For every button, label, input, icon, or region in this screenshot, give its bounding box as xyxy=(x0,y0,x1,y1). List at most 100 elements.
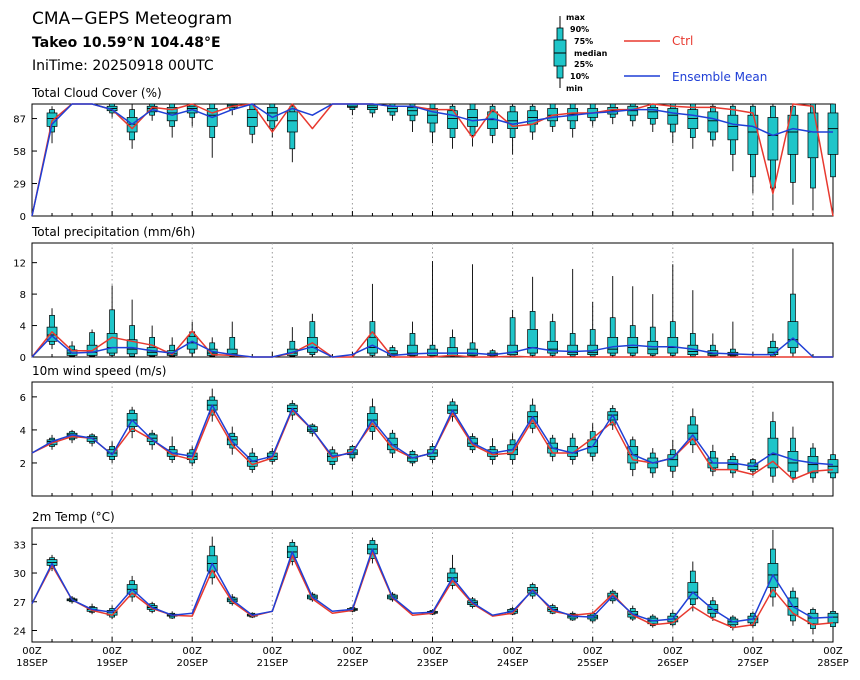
precip-box xyxy=(627,286,639,357)
cloud-box xyxy=(607,103,619,125)
x-hour-label: 00Z xyxy=(423,646,443,657)
cloud-box-inner xyxy=(467,109,478,127)
x-hour-label: 00Z xyxy=(503,646,523,657)
wind-box xyxy=(166,436,178,463)
cloud-box xyxy=(667,103,679,144)
precip-y-tick-label: 12 xyxy=(13,259,26,270)
temp-panel-frame xyxy=(31,527,834,643)
precip-box-outer xyxy=(109,309,115,356)
precip-box-outer xyxy=(229,336,236,357)
wind-panel-title: 10m wind speed (m/s) xyxy=(32,364,166,378)
x-date-label: 21SEP xyxy=(257,658,288,669)
precip-y-tick-label: 8 xyxy=(20,290,26,301)
precip-y-tick-label: 0 xyxy=(20,353,26,364)
cloud-box-inner xyxy=(507,111,518,129)
precip-box xyxy=(507,309,518,357)
cloud-box-inner xyxy=(286,111,298,133)
wind-box xyxy=(86,433,98,447)
precip-box xyxy=(226,321,238,357)
precip-box-outer xyxy=(589,329,596,357)
precip-box xyxy=(46,308,58,350)
cloud-box xyxy=(647,103,659,132)
precip-box xyxy=(587,301,599,357)
precip-box xyxy=(527,276,538,357)
cloud-box xyxy=(567,103,579,138)
wind-box xyxy=(727,453,739,478)
x-hour-label: 00Z xyxy=(263,646,283,657)
precip-box-outer xyxy=(609,317,616,356)
precip-box xyxy=(307,313,318,357)
precip-box-outer xyxy=(89,332,95,357)
cloud-box-inner xyxy=(827,112,839,155)
cloud-box xyxy=(266,103,278,138)
precip-box-outer xyxy=(569,333,576,357)
cloud-box xyxy=(286,104,298,163)
cloud-box xyxy=(687,103,699,149)
precip-box xyxy=(467,264,478,357)
x-hour-label: 00Z xyxy=(182,646,202,657)
precip-box xyxy=(647,294,659,357)
precip-box-inner xyxy=(607,336,619,354)
legend-ctrl-label: Ctrl xyxy=(672,34,693,48)
cloud-box xyxy=(407,103,418,132)
cloud-box-inner xyxy=(787,114,799,155)
panels: Total Cloud Cover (%) 0 29 58 87 Total precip… xyxy=(13,86,839,643)
wind-box xyxy=(527,398,538,434)
cloud-box xyxy=(126,104,138,149)
cloud-box xyxy=(767,104,779,211)
wind-box xyxy=(106,441,118,463)
init-time-label: IniTime: 20250918 00UTC xyxy=(32,58,214,74)
cloud-box-inner xyxy=(747,114,759,155)
precip-box xyxy=(186,321,198,356)
x-date-label: 28SEP xyxy=(817,658,848,669)
precip-box xyxy=(547,313,559,357)
precip-box-inner xyxy=(407,344,418,356)
cloud-ctrl-line xyxy=(31,103,834,217)
x-hour-label: 00Z xyxy=(343,646,363,657)
cloud-box-inner xyxy=(266,107,278,122)
location-label: Takeo 10.59°N 104.48°E xyxy=(32,35,221,51)
wind-box xyxy=(707,444,719,477)
x-date-label: 19SEP xyxy=(96,658,127,669)
wind-box-inner xyxy=(667,454,679,467)
precip-box-outer xyxy=(549,321,556,356)
precip-box-inner xyxy=(447,347,458,356)
cloud-box xyxy=(807,103,819,211)
x-date-label: 26SEP xyxy=(657,658,688,669)
wind-box xyxy=(367,398,378,440)
temp-box xyxy=(807,607,819,635)
cloud-box xyxy=(186,103,198,127)
wind-box xyxy=(787,426,799,483)
cloud-box-inner xyxy=(667,108,679,125)
x-hour-label: 00Z xyxy=(743,646,763,657)
cloud-box xyxy=(246,103,258,144)
precip-box-inner xyxy=(787,321,799,348)
x-hour-label: 00Z xyxy=(663,646,683,657)
cloud-box xyxy=(427,103,438,144)
wind-box xyxy=(587,423,599,462)
box-key-p25: 25% xyxy=(574,60,593,69)
wind-box-inner xyxy=(687,424,699,441)
box-key-p75: 75% xyxy=(574,37,593,46)
cloud-y-tick-label: 87 xyxy=(13,115,26,126)
cloud-box-inner xyxy=(407,107,418,116)
temp-y-tick-label: 27 xyxy=(13,598,26,609)
x-date-label: 27SEP xyxy=(737,658,768,669)
cloud-box xyxy=(367,103,378,118)
temp-y-tick-label: 24 xyxy=(13,627,26,638)
cloud-box-inner xyxy=(767,117,779,161)
temp-y-tick-label: 33 xyxy=(13,540,26,551)
cloud-box xyxy=(707,104,719,147)
precip-box xyxy=(767,333,779,357)
x-hour-label: 00Z xyxy=(583,646,603,657)
cloud-box xyxy=(527,104,538,140)
precip-box-inner xyxy=(106,333,118,354)
x-date-label: 18SEP xyxy=(16,658,47,669)
precip-box xyxy=(487,349,498,357)
temp-y-tick-label: 30 xyxy=(13,569,26,580)
wind-mean-line xyxy=(31,404,834,468)
precip-y-tick-label: 4 xyxy=(20,322,26,333)
cloud-box-inner xyxy=(707,111,719,133)
precip-box-inner xyxy=(647,340,659,355)
